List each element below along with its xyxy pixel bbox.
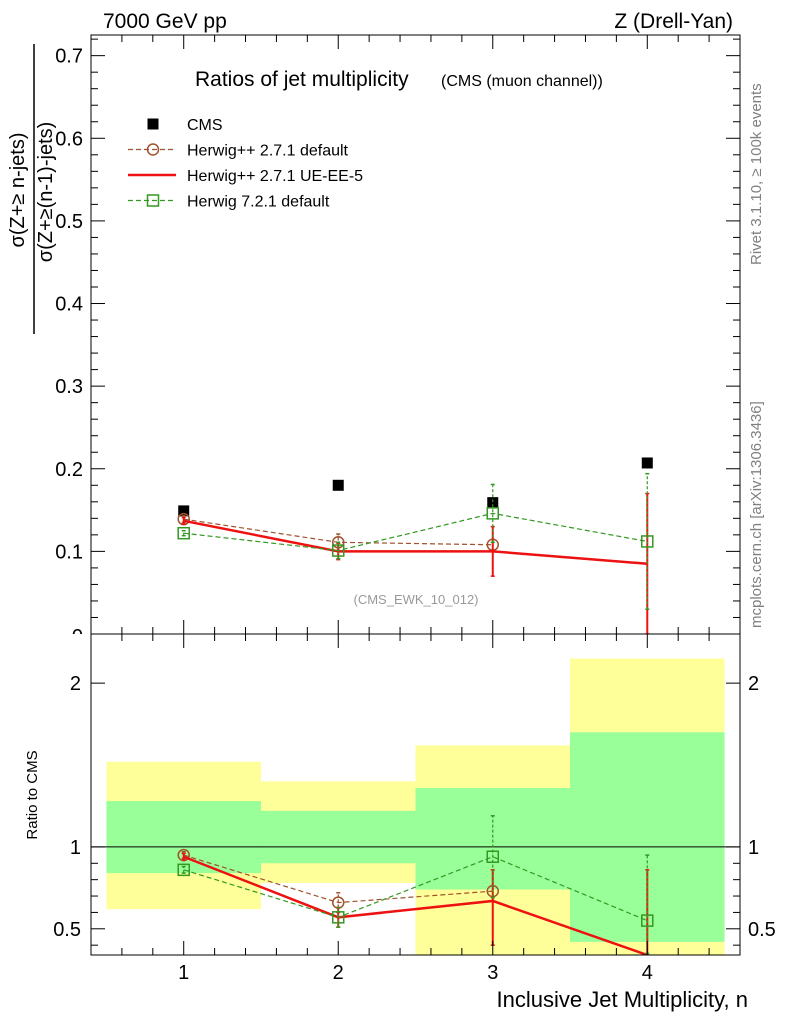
ratio-y-tick-label-right: 0.5 bbox=[748, 919, 776, 941]
y-tick-label: 0.1 bbox=[55, 541, 83, 563]
series-cms-marker bbox=[641, 457, 653, 469]
x-tick-label: 1 bbox=[178, 962, 189, 984]
y-axis-label: σ(Z+≥ n-jets) σ(Z+≥(n-1)-jets) bbox=[7, 44, 57, 334]
series-cms-marker bbox=[178, 505, 190, 517]
y-axis-label-numerator: σ(Z+≥ n-jets) bbox=[7, 133, 29, 248]
y-tick-label: 0.6 bbox=[55, 128, 83, 150]
legend-entry-label: Herwig++ 2.7.1 UE-EE-5 bbox=[187, 168, 363, 185]
x-tick-label: 4 bbox=[642, 962, 653, 984]
series-cms-marker bbox=[487, 497, 499, 509]
ratio-series-herwig-7-2-1-default-marker bbox=[331, 911, 345, 924]
mcplots-label: mcplots.cern.ch [arXiv:1306.3436] bbox=[748, 401, 765, 628]
y-tick-label-zero: 0 bbox=[72, 626, 83, 648]
ratio-series-herwig-7-2-1-default-line bbox=[183, 856, 648, 922]
ratio-y-tick-label: 0.5 bbox=[53, 919, 81, 941]
y-tick-label: 0.7 bbox=[55, 46, 83, 68]
ratio-frame bbox=[90, 633, 741, 956]
ratio-series-herwig-7-2-1-default-marker bbox=[177, 863, 190, 877]
ratio-y-tick-label-right: 1 bbox=[748, 837, 759, 859]
header-collision: 7000 GeV pp bbox=[103, 10, 227, 33]
series-herwig-7-2-1-default-marker bbox=[331, 544, 345, 557]
analysis-watermark: (CMS_EWK_10_012) bbox=[354, 592, 479, 607]
ratio-panel: 0.5 0.5 1 1 2 2 1 2 3 4 bbox=[53, 633, 776, 984]
series-herwig-7-2-1-default-line bbox=[183, 512, 648, 552]
rivet-version-label: Rivet 3.1.10, ≥ 100k events bbox=[748, 83, 765, 265]
uncertainty-band-green bbox=[260, 810, 416, 864]
y-tick-label: 0.5 bbox=[55, 211, 83, 233]
uncertainty-band-green bbox=[106, 801, 261, 874]
legend-entry-marker bbox=[146, 194, 160, 207]
ratio-data bbox=[91, 658, 740, 955]
legend-entry-label: Herwig++ 2.7.1 default bbox=[187, 143, 349, 160]
ratio-y-axis-label: Ratio to CMS bbox=[24, 750, 41, 839]
series-herwig-2-7-1-ue-ee-5-line bbox=[183, 519, 648, 566]
series-herwig-7-2-1-default-marker bbox=[486, 507, 500, 520]
legend: CMS Herwig++ 2.7.1 default Herwig++ 2.7.1 … bbox=[128, 117, 363, 211]
series-cms-marker bbox=[332, 479, 344, 491]
ratio-y-tick-label: 2 bbox=[70, 673, 81, 695]
legend-entry-label: Herwig 7.2.1 default bbox=[187, 194, 330, 211]
y-axis-label-denominator: σ(Z+≥(n-1)-jets) bbox=[35, 122, 57, 263]
ratio-series-herwig-7-2-1-default-marker bbox=[486, 850, 500, 863]
main-data bbox=[177, 457, 654, 634]
header-process: Z (Drell-Yan) bbox=[614, 10, 733, 33]
ratio-y-tick-label-right: 2 bbox=[748, 673, 759, 695]
main-panel: 0.1 0.2 0.3 0.4 0.5 0.6 0.7 0 bbox=[55, 34, 741, 648]
ratio-series-herwig-7-2-1-default-marker bbox=[641, 914, 654, 927]
ratio-y-tick-label: 1 bbox=[70, 837, 81, 859]
legend-entry-label: CMS bbox=[187, 117, 223, 134]
y-tick-label: 0.2 bbox=[55, 459, 83, 481]
ratio-series-herwig-2-7-1-default-line bbox=[183, 854, 493, 904]
legend-entry-marker bbox=[147, 118, 159, 130]
legend-entry-marker bbox=[146, 143, 160, 156]
series-herwig-7-2-1-default-marker bbox=[641, 535, 654, 548]
y-tick-label: 0.3 bbox=[55, 376, 83, 398]
y-tick-label: 0.4 bbox=[55, 294, 83, 316]
x-tick-label: 3 bbox=[487, 962, 498, 984]
chart-title: Ratios of jet multiplicity bbox=[195, 68, 409, 91]
series-herwig-2-7-1-default-line bbox=[183, 518, 493, 546]
series-herwig-7-2-1-default-marker bbox=[177, 526, 190, 540]
x-tick-label: 2 bbox=[333, 962, 344, 984]
chart-subtitle: (CMS (muon channel)) bbox=[441, 73, 603, 90]
x-axis-label: Inclusive Jet Multiplicity, n bbox=[497, 987, 748, 1012]
ratio-series-herwig-2-7-1-ue-ee-5-line bbox=[183, 855, 648, 955]
